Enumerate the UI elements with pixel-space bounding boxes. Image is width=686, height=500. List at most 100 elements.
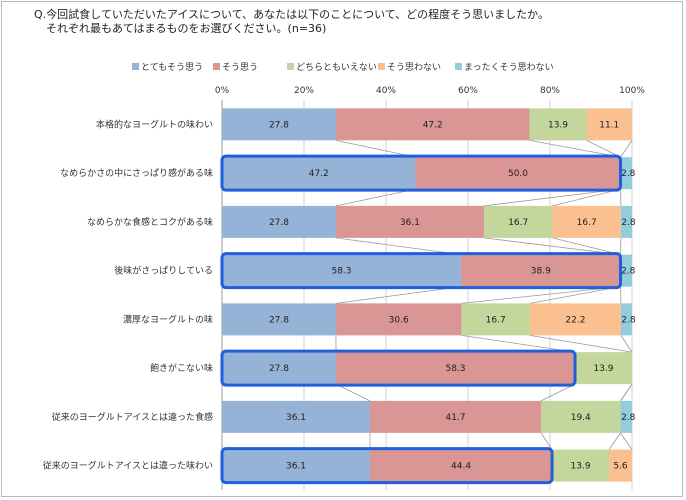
tick-label: 80% <box>540 86 560 96</box>
data-label: 2.8 <box>621 267 636 277</box>
tick-label: 100% <box>619 86 645 96</box>
bar-segment <box>335 352 576 385</box>
bar-segment <box>222 157 416 190</box>
highlight-frame <box>220 252 623 290</box>
data-label: 13.9 <box>593 364 613 374</box>
bar-segment <box>552 205 621 238</box>
bar-segment <box>335 205 484 238</box>
bar-segment <box>370 449 553 482</box>
series-connector-line <box>529 286 621 304</box>
series-connector-line <box>461 286 621 304</box>
bar-segment <box>540 400 621 433</box>
question-line-2: それぞれ最もあてはまるものをお選びください。(n=36) <box>46 22 327 35</box>
bar-segment <box>222 205 336 238</box>
data-label: 19.4 <box>571 413 591 423</box>
category-label: 飽きがこない味 <box>150 362 213 374</box>
bar-segment <box>222 254 462 287</box>
bar-segment <box>620 400 632 433</box>
data-label: 36.1 <box>286 462 306 472</box>
series-connector-line <box>335 286 462 304</box>
category-label: 従来のヨーグルトアイスとは違った食感 <box>52 411 213 423</box>
legend-label: まったくそう思わない <box>464 62 554 73</box>
series-connector-line <box>552 237 621 256</box>
series-connector-line <box>529 139 621 158</box>
legend-swatch <box>455 63 462 70</box>
bar-segment <box>620 157 632 190</box>
legend-swatch <box>213 63 220 70</box>
bar-segment <box>483 205 553 238</box>
bar-segment <box>415 157 621 190</box>
bar-segment <box>552 449 610 482</box>
highlight-frame <box>220 349 577 387</box>
series-connector-line <box>483 237 621 256</box>
legend-swatch <box>378 63 385 70</box>
category-label: なめらかな食感とコクがある味 <box>87 216 213 228</box>
data-label: 36.1 <box>286 413 306 423</box>
highlight-frame <box>220 447 554 485</box>
legend-label: そう思わない <box>387 62 441 73</box>
series-connector-line <box>586 140 621 158</box>
bar-segment <box>620 254 632 287</box>
category-label: 本格的なヨーグルトの味わい <box>96 118 213 130</box>
data-label: 27.8 <box>269 218 289 228</box>
bar-segment <box>609 449 632 482</box>
legend-swatch <box>132 63 139 70</box>
legend-label: とてもそう思う <box>141 62 203 73</box>
data-label: 27.8 <box>269 364 289 374</box>
data-label: 13.9 <box>548 120 568 130</box>
question-line-1: Q.今回試食していただいたアイスについて、あなたは以下のことについて、どの程度そ… <box>34 8 549 21</box>
bar-segment <box>461 303 530 336</box>
tick-label: 60% <box>458 86 478 96</box>
bar-segment <box>370 400 541 433</box>
bar-segment <box>620 205 632 238</box>
category-label: 後味がさっぱりしている <box>114 265 213 277</box>
data-label: 47.2 <box>309 169 329 179</box>
data-label: 58.3 <box>331 267 351 277</box>
series-connector-line <box>620 432 633 450</box>
data-label: 47.2 <box>423 120 443 130</box>
data-label: 30.6 <box>389 315 409 325</box>
legend-label: そう思う <box>222 62 258 73</box>
category-label: 濃厚なヨーグルトの味 <box>123 313 213 325</box>
series-connector-line <box>620 335 633 353</box>
data-label: 44.4 <box>451 462 471 472</box>
data-label: 2.8 <box>621 169 636 179</box>
question-text: Q.今回試食していただいたアイスについて、あなたは以下のことについて、どの程度そ… <box>34 8 549 36</box>
bar-segment <box>586 108 632 141</box>
data-label: 41.7 <box>445 413 465 423</box>
bar-segment <box>529 303 621 336</box>
series-connector-line <box>335 188 416 207</box>
bar-segment <box>575 352 632 385</box>
highlight-frame <box>220 154 623 192</box>
series-connector-line <box>461 334 576 353</box>
legend-label: どちらともいえない <box>296 62 377 73</box>
bar-segment <box>335 303 462 336</box>
bar-segment <box>222 108 336 141</box>
tick-label: 20% <box>294 86 314 96</box>
data-label: 2.8 <box>621 413 636 423</box>
series-connector-line <box>540 383 576 402</box>
series-connector-line <box>540 432 553 450</box>
bar-segment <box>222 303 336 336</box>
data-label: 36.1 <box>400 218 420 228</box>
data-label: 22.2 <box>565 315 585 325</box>
series-connector-line <box>608 432 621 450</box>
data-label: 27.8 <box>269 315 289 325</box>
data-label: 16.7 <box>577 218 597 228</box>
bar-segment <box>222 400 371 433</box>
data-label: 11.1 <box>599 120 619 130</box>
series-connector-line <box>335 139 416 158</box>
bar-segment <box>222 352 336 385</box>
data-label: 27.8 <box>269 120 289 130</box>
tick-label: 40% <box>376 86 396 96</box>
category-label: なめらかさの中にさっぱり感がある味 <box>60 167 213 179</box>
series-connector-line <box>552 188 621 207</box>
tick-label: 0% <box>215 86 230 96</box>
legend-swatch <box>287 63 294 70</box>
data-label: 38.9 <box>531 267 551 277</box>
bar-segment <box>335 108 530 141</box>
series-connector-line <box>620 383 633 402</box>
series-connector-line <box>620 140 633 158</box>
series-connector-line <box>483 188 621 207</box>
